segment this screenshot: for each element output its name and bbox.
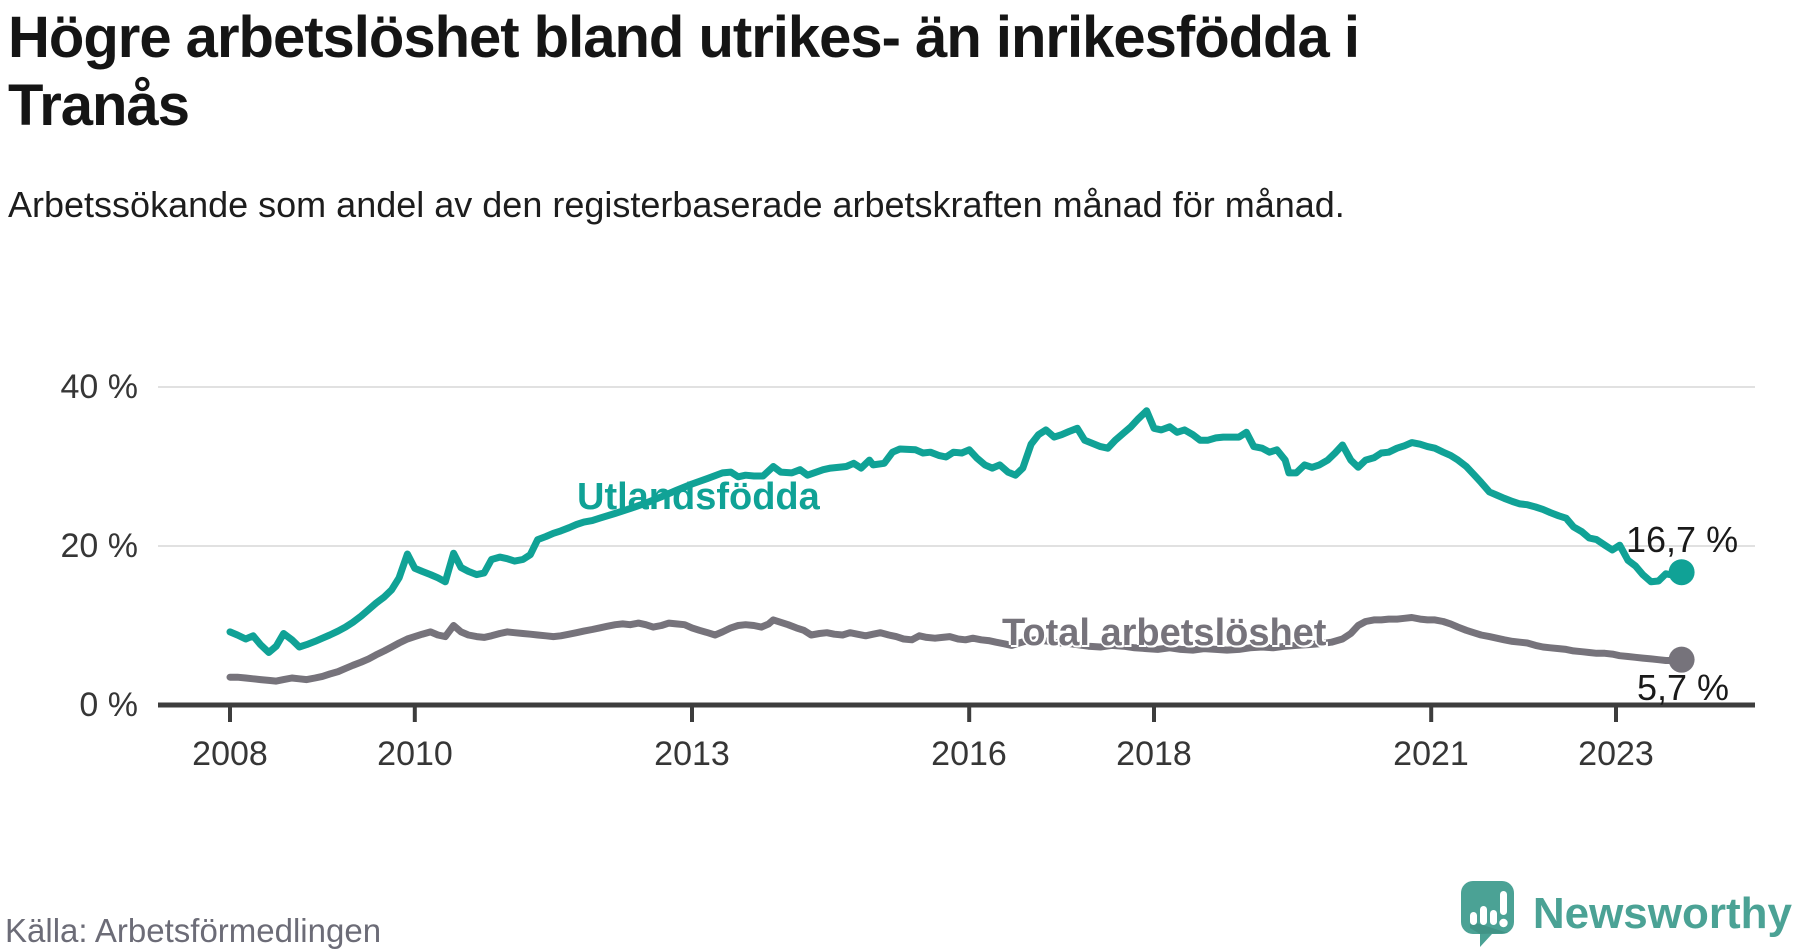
source-note: Källa: Arbetsförmedlingen: [5, 912, 382, 949]
series-label-utlandsfodda: Utlandsfödda: [577, 476, 820, 518]
series-label-total-arbetsloshet: Total arbetslöshet: [1002, 612, 1327, 654]
y-tick-40: 40 %: [60, 368, 139, 406]
x-tick-2010: 2010: [377, 735, 453, 773]
newsworthy-wordmark: Newsworthy: [1532, 889, 1792, 938]
series-line-total: [226, 614, 1686, 685]
end-value-total: 5,7 %: [1637, 667, 1730, 708]
x-tick-2016: 2016: [931, 735, 1007, 773]
x-tick-2021: 2021: [1393, 735, 1469, 773]
x-tick-2013: 2013: [654, 735, 730, 773]
end-dot-total: [1668, 646, 1695, 673]
page-title: Högre arbetslöshet bland utrikes- än inr…: [8, 4, 1748, 140]
newsworthy-bubble-chart-icon: [1460, 881, 1514, 947]
x-tick-2023: 2023: [1578, 735, 1654, 773]
newsworthy-logo: Newsworthy: [1460, 880, 1792, 948]
series-line-utlandsfodda: [226, 407, 1686, 656]
x-tick-2018: 2018: [1116, 735, 1192, 773]
end-dot-utlandsfodda: [1668, 559, 1695, 586]
end-value-utlandsfodda: 16,7 %: [1626, 519, 1739, 560]
chart-subtitle: Arbetssökande som andel av den registerb…: [8, 184, 1345, 225]
x-tick-2008: 2008: [192, 735, 268, 773]
y-tick-0: 0 %: [79, 686, 138, 724]
page-title-line2: Tranås: [8, 73, 190, 138]
page-title-line1: Högre arbetslöshet bland utrikes- än inr…: [8, 5, 1360, 70]
y-tick-20: 20 %: [60, 527, 139, 565]
